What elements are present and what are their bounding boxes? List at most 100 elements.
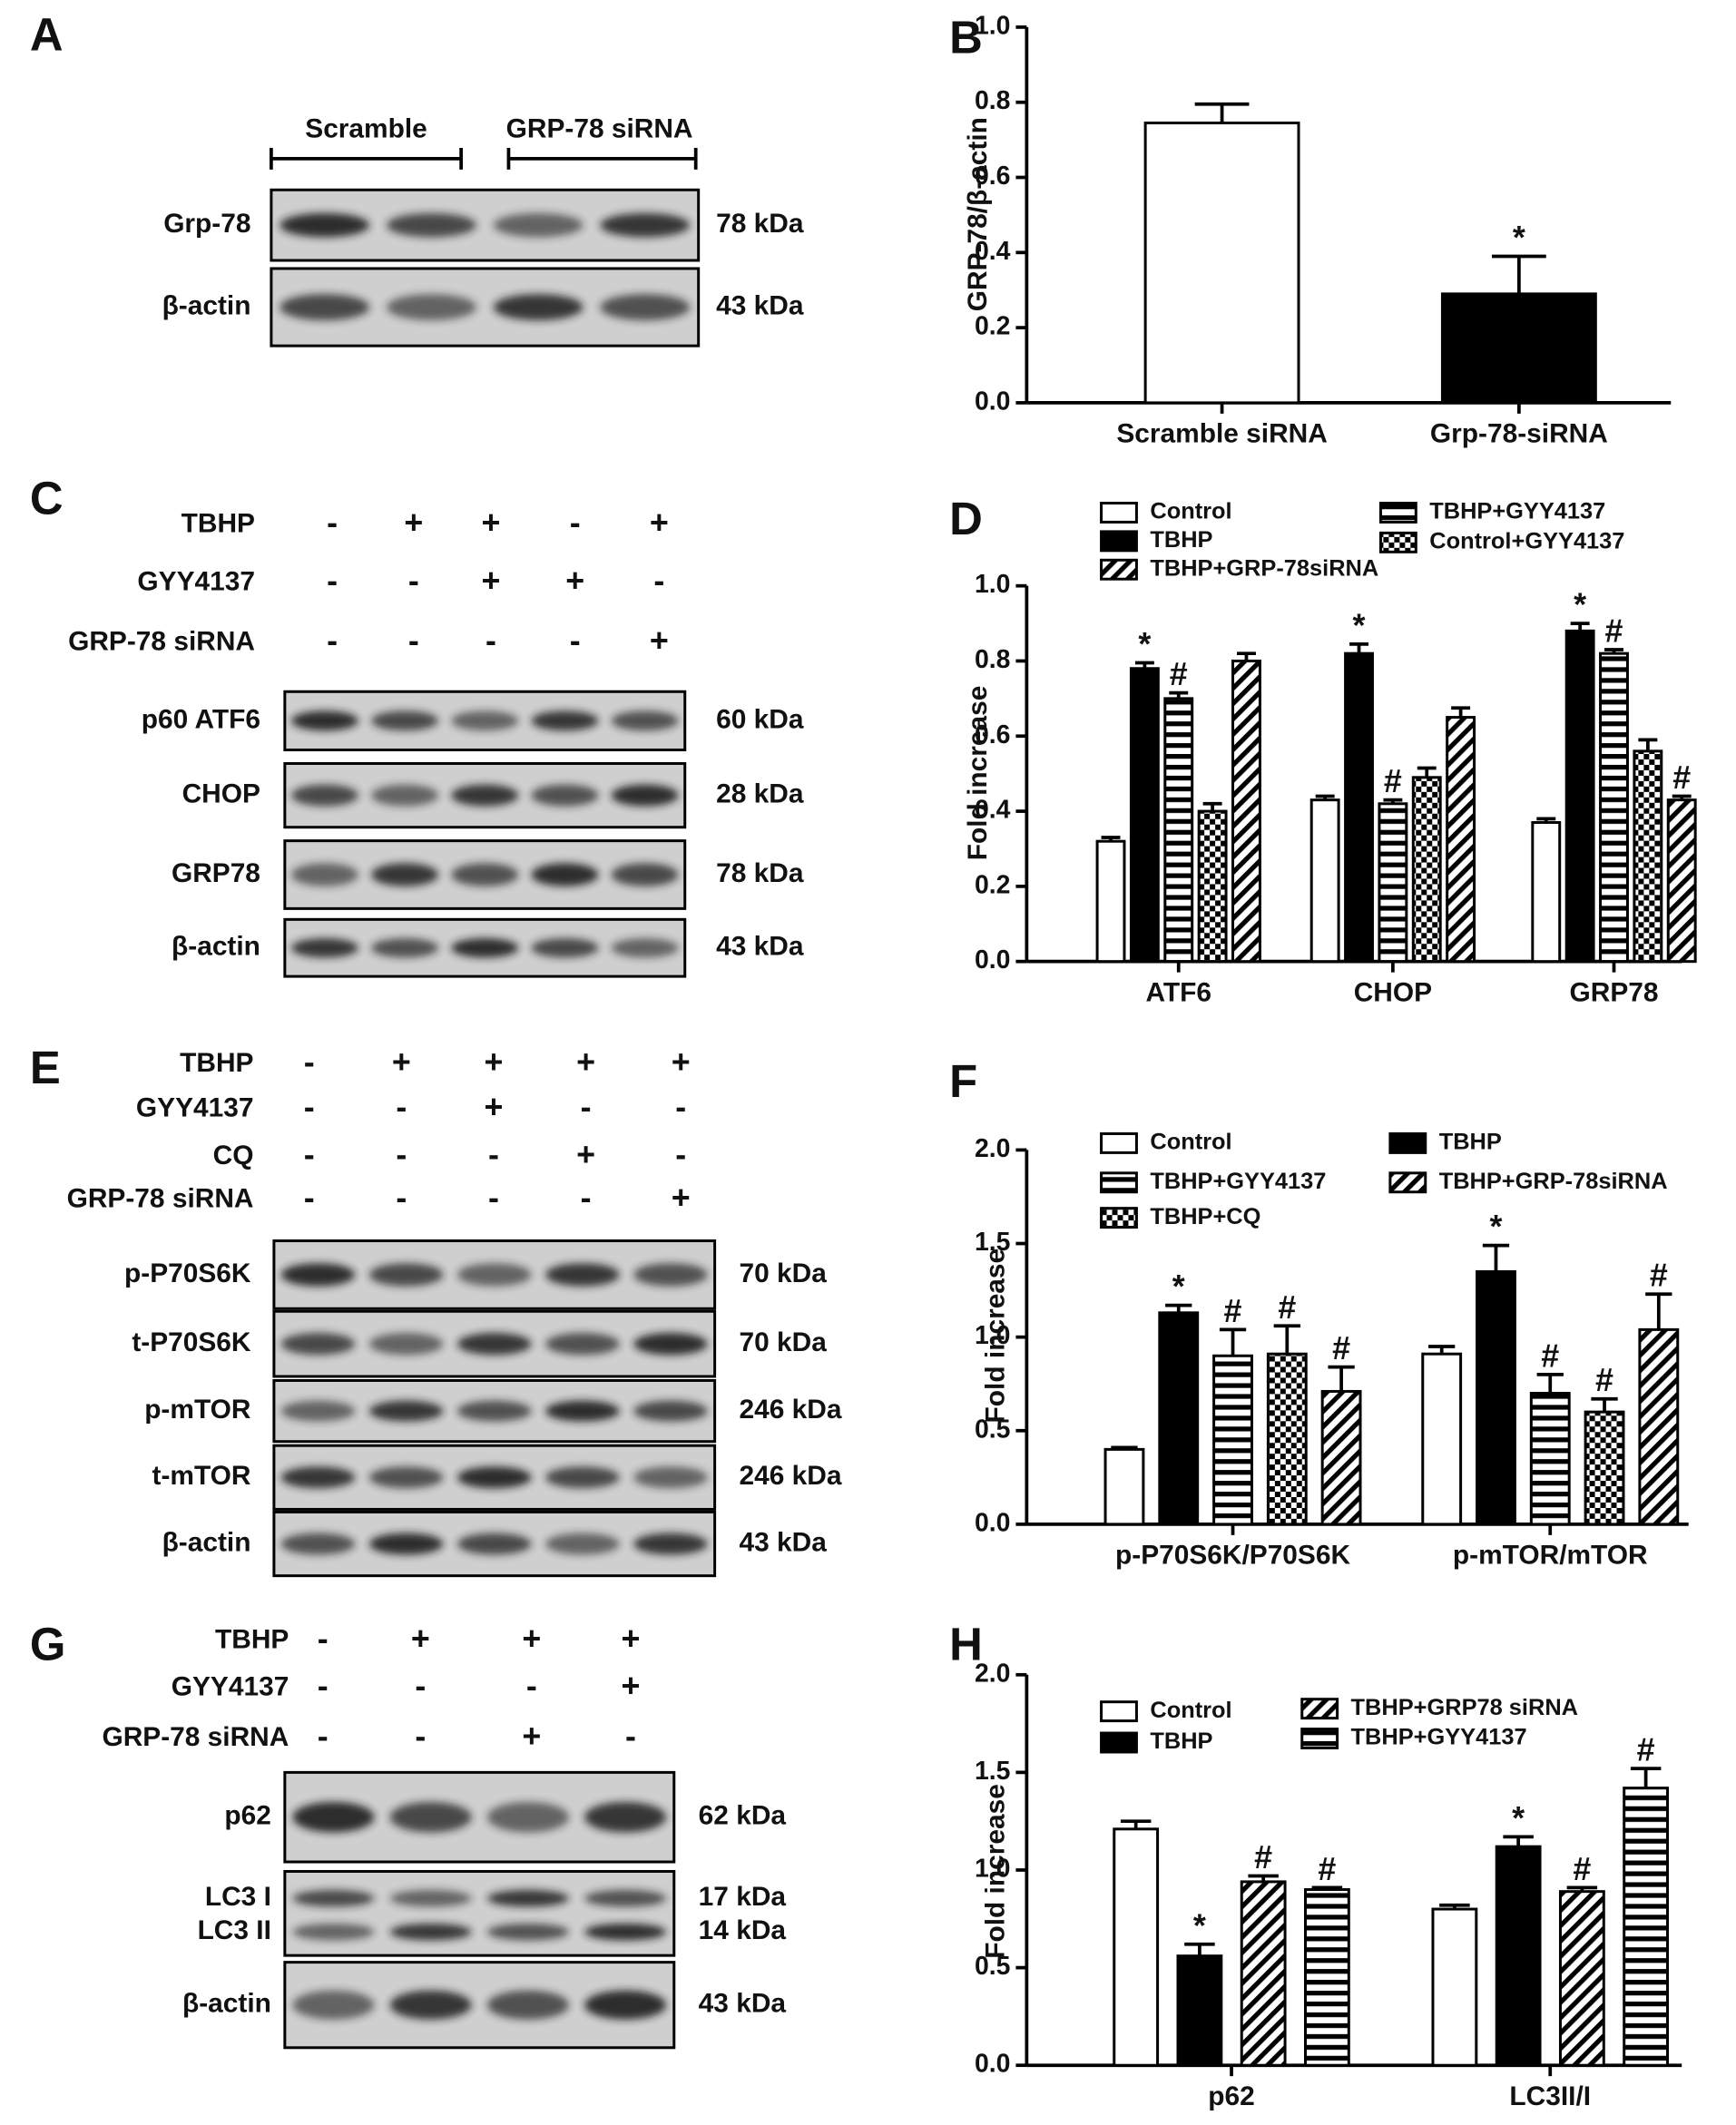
blot-band bbox=[545, 1533, 620, 1555]
legend-label: TBHP+GRP78 siRNA bbox=[1351, 1695, 1578, 1720]
significance-mark: # bbox=[1384, 763, 1402, 799]
significance-mark: # bbox=[1650, 1258, 1668, 1294]
significance-mark: # bbox=[1278, 1289, 1296, 1326]
legend-swatch bbox=[1300, 1728, 1339, 1749]
legend-swatch bbox=[1100, 1700, 1138, 1723]
bar bbox=[1666, 798, 1697, 964]
panel-letter: G bbox=[30, 1618, 66, 1670]
bar bbox=[1623, 1787, 1670, 2067]
group-label: Scramble bbox=[305, 113, 427, 143]
error-bar bbox=[1604, 648, 1623, 654]
treatment-sign: - bbox=[304, 1089, 315, 1125]
error-bar bbox=[1120, 1819, 1152, 1829]
blot-strip bbox=[283, 1869, 676, 1957]
error-bar bbox=[1165, 1303, 1192, 1313]
legend-swatch bbox=[1100, 502, 1138, 524]
y-axis-label: Fold increase bbox=[980, 1784, 1010, 1959]
panel-letter: A bbox=[30, 8, 64, 60]
y-tick-label: 1.5 bbox=[975, 1228, 1010, 1257]
blot-band bbox=[280, 1400, 356, 1422]
bar bbox=[1158, 1311, 1200, 1526]
treatment-sign: - bbox=[318, 1621, 329, 1657]
kda-label: 70 kDa bbox=[740, 1327, 828, 1357]
error-bar bbox=[1111, 1445, 1138, 1450]
error-bar bbox=[1482, 1243, 1510, 1272]
y-tick-label: 1.5 bbox=[975, 1757, 1010, 1786]
significance-mark: # bbox=[1595, 1362, 1613, 1398]
kda-label: 78 kDa bbox=[716, 858, 804, 888]
kda-label: 70 kDa bbox=[740, 1258, 828, 1288]
y-tick-label: 0.0 bbox=[975, 945, 1010, 974]
blot-band bbox=[456, 1466, 532, 1489]
kda-label: 43 kDa bbox=[699, 1989, 787, 2019]
bar bbox=[1529, 1392, 1571, 1526]
treatment-sign: - bbox=[675, 1136, 686, 1172]
treatment-sign: - bbox=[318, 1668, 329, 1704]
error-bar bbox=[1219, 1327, 1247, 1356]
significance-mark: * bbox=[1512, 1800, 1525, 1836]
y-tick-label: 0.0 bbox=[975, 1508, 1010, 1537]
blot-band bbox=[456, 1332, 532, 1356]
legend-swatch bbox=[1388, 1131, 1427, 1154]
significance-mark: # bbox=[1170, 656, 1188, 692]
error-bar bbox=[1417, 766, 1437, 778]
bar bbox=[1163, 697, 1194, 964]
bar bbox=[1633, 749, 1663, 964]
blot-band bbox=[486, 1990, 569, 2020]
error-bar bbox=[1328, 1365, 1355, 1392]
kda-label: 78 kDa bbox=[716, 209, 804, 239]
kda-label: 14 kDa bbox=[699, 1915, 787, 1945]
bar bbox=[1320, 1389, 1362, 1526]
treatment-label: GYY4137 bbox=[137, 567, 255, 597]
blot-band bbox=[493, 294, 584, 321]
legend-swatch bbox=[1100, 1131, 1138, 1154]
bar bbox=[1176, 1954, 1223, 2067]
treatment-sign: - bbox=[396, 1089, 407, 1125]
blot-band bbox=[611, 784, 679, 807]
legend-swatch bbox=[1100, 530, 1138, 553]
kda-label: 246 kDa bbox=[740, 1461, 842, 1491]
blot-band bbox=[290, 938, 358, 958]
treatment-sign: + bbox=[482, 504, 501, 541]
treatment-sign: - bbox=[570, 622, 581, 659]
y-tick-label: 0.6 bbox=[975, 162, 1010, 191]
treatment-sign: - bbox=[581, 1089, 592, 1125]
blot-band bbox=[387, 212, 476, 238]
bar bbox=[1495, 1845, 1542, 2067]
bar bbox=[1197, 809, 1228, 964]
treatment-sign: + bbox=[485, 1089, 504, 1125]
blot-band bbox=[280, 212, 370, 238]
y-tick-label: 0.8 bbox=[975, 645, 1010, 674]
protein-label: Grp-78 bbox=[163, 209, 250, 239]
blot-band bbox=[387, 294, 476, 321]
bar bbox=[1303, 1888, 1350, 2067]
bar bbox=[1638, 1327, 1680, 1526]
legend-swatch bbox=[1100, 1731, 1138, 1754]
x-tick-label: CHOP bbox=[1354, 977, 1432, 1007]
blot-band bbox=[486, 1801, 569, 1833]
blot-band bbox=[456, 1400, 532, 1422]
significance-mark: * bbox=[1172, 1268, 1185, 1305]
significance-mark: * bbox=[1489, 1209, 1502, 1245]
protein-label: p60 ATF6 bbox=[142, 704, 260, 734]
blot-band bbox=[531, 938, 599, 958]
treatment-label: GYY4137 bbox=[172, 1672, 289, 1702]
treatment-label: TBHP bbox=[215, 1624, 289, 1654]
treatment-label: CQ bbox=[213, 1141, 254, 1170]
blot-band bbox=[545, 1332, 620, 1356]
kda-label: 28 kDa bbox=[716, 779, 804, 808]
kda-label: 43 kDa bbox=[716, 290, 804, 320]
blot-band bbox=[389, 1801, 472, 1833]
treatment-sign: - bbox=[570, 504, 581, 541]
treatment-sign: + bbox=[522, 1718, 541, 1754]
blot-band bbox=[451, 710, 519, 731]
significance-mark: # bbox=[1541, 1337, 1559, 1374]
blot-band bbox=[584, 1801, 667, 1833]
treatment-sign: + bbox=[650, 622, 669, 659]
blot-band bbox=[371, 938, 439, 958]
treatment-sign: + bbox=[650, 504, 669, 541]
blot-band bbox=[611, 710, 679, 731]
y-axis-label: Fold increase bbox=[980, 1249, 1010, 1424]
y-tick-label: 0.2 bbox=[975, 312, 1010, 341]
